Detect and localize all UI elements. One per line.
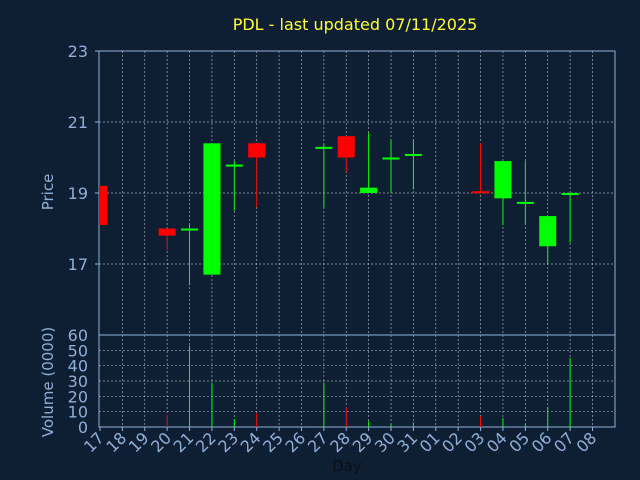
candle-body [158,228,176,236]
volume-tick-label: 40 [68,357,88,376]
chart-title: PDL - last updated 07/11/2025 [233,15,478,34]
volume-tick-label: 10 [68,403,88,422]
volume-tick-label: 60 [68,326,88,345]
candle-20 [158,228,176,250]
volume-panel-frame [98,334,616,428]
candle-body [181,228,199,231]
candle-body [225,164,243,167]
price-tick-label: 19 [68,184,88,203]
day-axis-label: Day [332,457,362,475]
candle-body [539,216,557,247]
candle-body [360,187,378,193]
candle-06 [539,216,557,264]
volume-tick-label: 20 [68,387,88,406]
price-tick-label: 21 [68,113,88,132]
candle-body [382,157,400,160]
candle-body [516,201,534,204]
candle-24 [248,143,266,208]
volume-axis-label: Volume (0000) [39,327,57,437]
candle-03 [472,143,490,194]
candle-17 [99,185,108,225]
volume-tick-label: 0 [78,418,88,437]
candle-body [337,136,355,158]
volume-tick-label: 30 [68,372,88,391]
candle-body [99,185,108,225]
candle-29 [360,132,378,193]
candle-body [404,153,422,156]
candle-body [248,143,266,158]
volume-tick-label: 50 [68,341,88,360]
candle-body [203,143,221,275]
price-panel: 17 19 21 23 [68,42,616,427]
candle-22 [203,143,221,275]
candle-23 [225,161,243,211]
candle-31 [404,139,422,190]
candle-30 [382,139,400,193]
candle-body [472,191,490,194]
candle-body [315,146,333,149]
candle-body [494,161,512,199]
candle-04 [494,161,512,225]
candle-body [561,193,579,195]
price-axis-label: Price [39,174,57,211]
candle-05 [516,161,534,225]
candle-21 [181,224,199,286]
candle-07 [561,193,579,243]
price-tick-label: 17 [68,255,88,274]
price-tick-label: 23 [68,42,88,61]
candle-28 [337,136,355,172]
candle-27 [315,143,333,208]
